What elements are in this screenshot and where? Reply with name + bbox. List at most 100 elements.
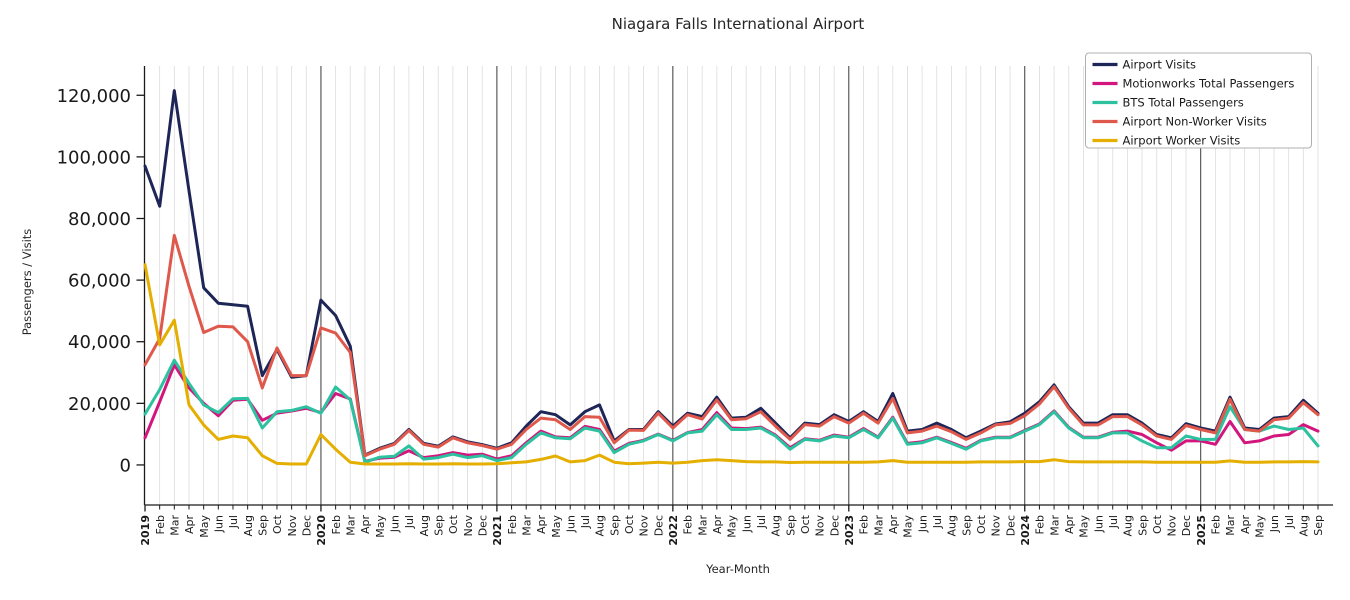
x-tick-label: Jul (403, 515, 416, 529)
x-tick-label: Sep (1136, 515, 1149, 536)
x-tick-label: Feb (154, 515, 167, 534)
x-tick-label: Jun (213, 515, 226, 533)
x-tick-label: Nov (462, 515, 475, 537)
legend-label-motionworks-total-passengers: Motionworks Total Passengers (1123, 77, 1295, 91)
x-tick-label: Aug (1298, 515, 1311, 536)
x-tick-label: Oct (1151, 514, 1164, 534)
x-tick-label: Nov (1166, 515, 1179, 537)
x-tick-label: Jun (916, 515, 929, 533)
x-tick-label: Apr (887, 515, 900, 535)
x-tick-label: Apr (535, 515, 548, 535)
x-tick-label: Apr (183, 515, 196, 535)
x-tick-label: Oct (975, 514, 988, 534)
x-tick-label: Sep (960, 515, 973, 536)
x-tick-label: 2023 (843, 515, 856, 546)
y-tick-label: 40,000 (68, 332, 131, 353)
x-tick-label: Jun (1268, 515, 1281, 533)
x-tick-label: Apr (711, 515, 724, 535)
series-line-bts-total-passengers (143, 358, 1320, 464)
series-line-airport-non-worker-visits (143, 233, 1320, 458)
x-tick-label: Apr (359, 515, 372, 535)
series-lines (143, 89, 1320, 466)
legend-label-airport-worker-visits: Airport Worker Visits (1123, 134, 1241, 148)
x-tick-label: Feb (1210, 515, 1223, 534)
x-tick-label: Aug (242, 515, 255, 536)
chart-title: Niagara Falls International Airport (612, 15, 865, 33)
legend-label-bts-total-passengers: BTS Total Passengers (1123, 96, 1244, 110)
x-tick-label: Jul (579, 515, 592, 529)
x-tick-label: Mar (169, 515, 182, 536)
x-tick-label: Aug (770, 515, 783, 536)
x-tick-label: Mar (1224, 515, 1237, 536)
x-tick-label: Nov (814, 515, 827, 537)
axes: 0 20,000 40,000 60,000 80,000 100,000 120,000 2… (57, 66, 1333, 546)
x-tick-label: Feb (506, 515, 519, 534)
x-tick-label: May (1078, 515, 1091, 538)
y-tick-label: 60,000 (68, 271, 131, 292)
x-tick-label: Dec (476, 515, 489, 536)
x-tick-label: Mar (520, 515, 533, 536)
x-tick-label: May (902, 515, 915, 538)
x-tick-label: Feb (858, 515, 871, 534)
x-tick-label: Nov (286, 515, 299, 537)
x-tick-label: Jul (755, 515, 768, 529)
x-tick-label: Mar (1048, 515, 1061, 536)
x-tick-label: Feb (682, 515, 695, 534)
x-tick-label: Dec (1180, 515, 1193, 536)
x-tick-label: May (198, 515, 211, 538)
x-tick-label: Aug (1122, 515, 1135, 536)
x-tick-label: Sep (257, 515, 270, 536)
x-tick-label: Nov (638, 515, 651, 537)
x-tick-label: 2021 (491, 515, 504, 546)
x-tick-label: Aug (946, 515, 959, 536)
x-tick-label: Dec (828, 515, 841, 536)
x-tick-label: Aug (594, 515, 607, 536)
x-tick-label: Jul (931, 515, 944, 529)
x-tick-label: Oct (799, 514, 812, 534)
x-tick-label: May (550, 515, 563, 538)
x-tick-label: Dec (1004, 515, 1017, 536)
legend-label-airport-non-worker-visits: Airport Non-Worker Visits (1123, 115, 1267, 129)
x-tick-label: Mar (696, 515, 709, 536)
x-tick-label: Dec (300, 515, 313, 536)
x-tick-label: May (726, 515, 739, 538)
x-axis-label: Year-Month (705, 562, 770, 576)
x-tick-label: Apr (1063, 515, 1076, 535)
y-axis-label: Passengers / Visits (20, 229, 34, 336)
x-tick-label: 2024 (1019, 515, 1032, 546)
x-tick-label: Jul (1283, 515, 1296, 529)
x-tick-label: Mar (344, 515, 357, 536)
x-tick-label: Feb (330, 515, 343, 534)
y-tick-label: 0 (120, 455, 131, 476)
legend: Airport Visits Motionworks Total Passenge… (1085, 52, 1312, 149)
x-tick-label: Oct (623, 514, 636, 534)
x-tick-label: Sep (608, 515, 621, 536)
x-tick-label: Feb (1034, 515, 1047, 534)
x-tick-label: Jun (388, 515, 401, 533)
legend-box (1085, 52, 1312, 149)
x-tick-label: Jun (1092, 515, 1105, 533)
x-tick-label: Sep (1312, 515, 1325, 536)
x-tick-label: Dec (652, 515, 665, 536)
x-tick-label: Jun (564, 515, 577, 533)
x-tick-label: Oct (271, 514, 284, 534)
x-tick-label: Oct (447, 514, 460, 534)
x-tick-label: Jun (740, 515, 753, 533)
legend-label-airport-visits: Airport Visits (1123, 58, 1197, 72)
y-tick-label: 120,000 (57, 86, 131, 107)
x-tick-label: May (1254, 515, 1267, 538)
y-tick-label: 80,000 (68, 209, 131, 230)
y-tick-label: 100,000 (57, 147, 131, 168)
x-tick-label: 2020 (315, 515, 328, 546)
y-tick-label: 20,000 (68, 394, 131, 415)
x-tick-label: Nov (990, 515, 1003, 537)
x-tick-label: Apr (1239, 515, 1252, 535)
x-tick-label: 2022 (667, 515, 680, 546)
x-tick-label: Jul (227, 515, 240, 529)
x-tick-label: Sep (432, 515, 445, 536)
x-tick-label: Sep (784, 515, 797, 536)
x-tick-label: May (374, 515, 387, 538)
x-tick-label: 2019 (139, 515, 152, 546)
